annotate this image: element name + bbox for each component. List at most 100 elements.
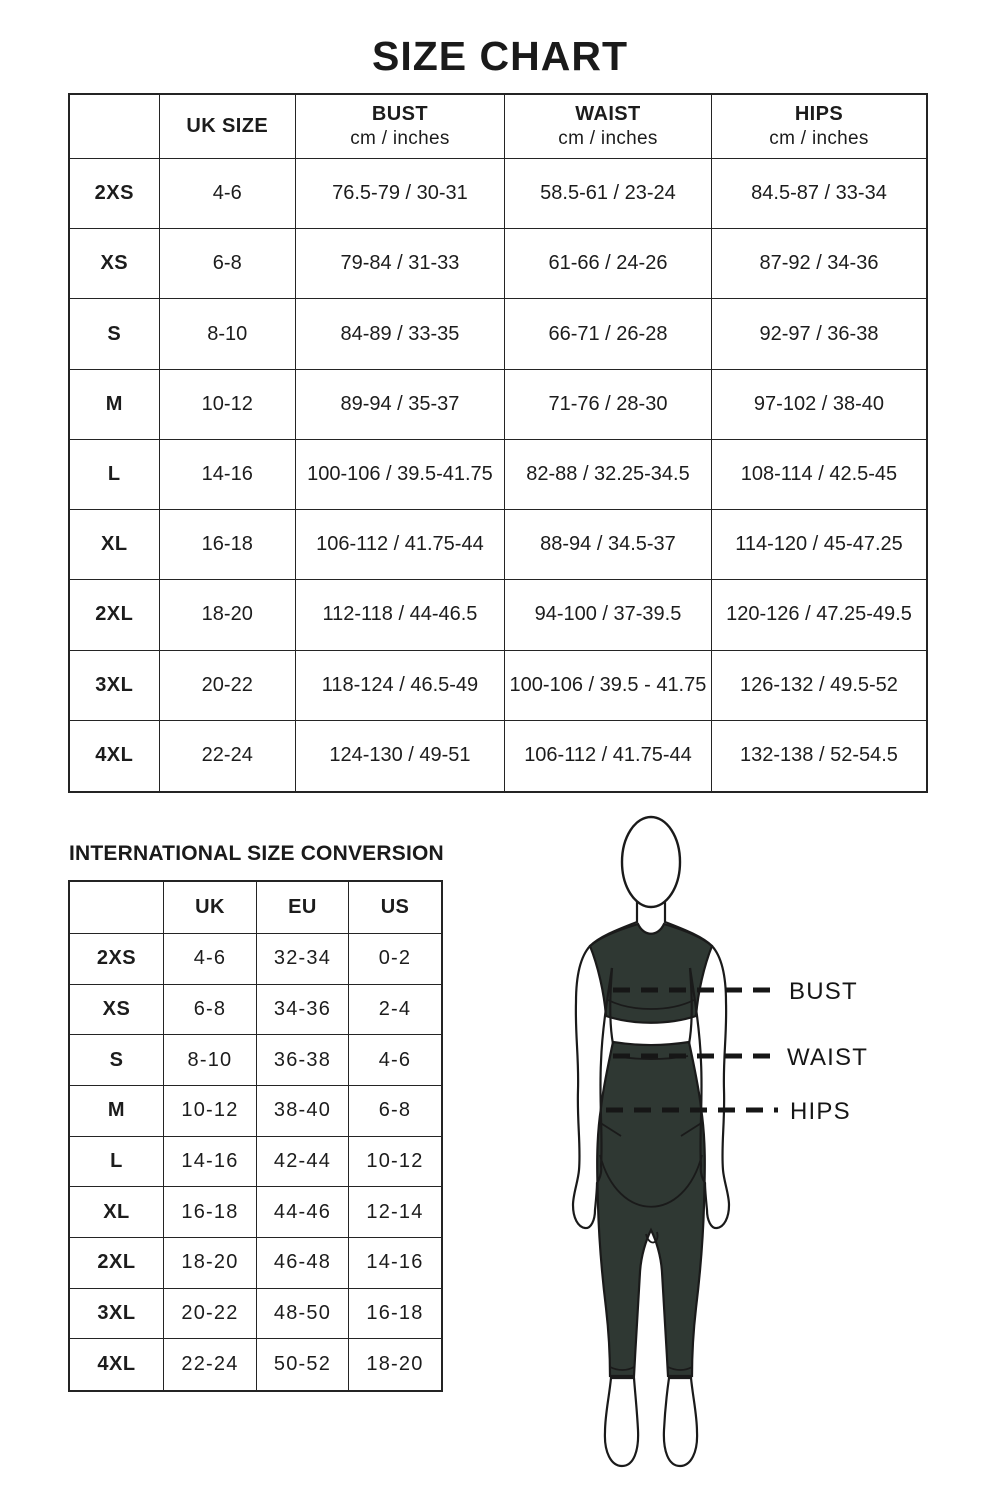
row-label: M	[70, 369, 160, 440]
foot-right	[662, 1376, 699, 1468]
table-cell: 46-48	[256, 1238, 349, 1289]
table-cell: 16-18	[348, 1289, 441, 1340]
table-cell: 84.5-87 / 33-34	[711, 159, 926, 230]
leggings-shape	[596, 1040, 706, 1378]
header-waist: WAIST cm / inches	[504, 95, 712, 159]
head-outline	[620, 815, 682, 909]
table-cell: 126-132 / 49.5-52	[711, 651, 926, 721]
row-label: 2XL	[70, 580, 160, 651]
table-cell: 82-88 / 32.25-34.5	[504, 439, 712, 511]
page-title: SIZE CHART	[372, 33, 628, 79]
body-outline-right	[663, 900, 731, 1230]
table-cell: 84-89 / 33-35	[295, 299, 505, 370]
table-cell: 4-6	[159, 159, 296, 230]
cuff-seam-right	[667, 1366, 693, 1371]
row-label: S	[70, 1035, 164, 1086]
table-cell: 124-130 / 49-51	[296, 720, 505, 791]
table-cell: 22-24	[160, 720, 296, 791]
table-cell: 89-94 / 35-37	[295, 369, 505, 440]
table-cell: 16-18	[159, 510, 296, 581]
table-cell: 10-12	[163, 1086, 257, 1137]
table-cell: 100-106 / 39.5-41.75	[295, 439, 505, 511]
header-waist-units: cm / inches	[558, 128, 658, 150]
pocket-seam-left	[598, 1121, 622, 1137]
cuff-seam-left	[609, 1366, 635, 1371]
table-cell: 18-20	[366, 1353, 424, 1376]
table-cell: 10-12	[348, 1137, 441, 1188]
header-waist-title: WAIST	[575, 103, 641, 126]
bust-label: BUST	[789, 978, 858, 1005]
table-cell: 12-14	[348, 1187, 441, 1238]
table-cell: 50-52	[257, 1339, 349, 1390]
row-label: XS	[70, 229, 160, 300]
table-cell: 8-10	[163, 1035, 257, 1086]
foot-left	[603, 1376, 640, 1468]
table-cell: 92-97 / 36-38	[711, 299, 926, 370]
table-cell: 34-36	[256, 984, 349, 1036]
table-cell: 32-34	[256, 934, 349, 985]
hips-label: HIPS	[790, 1098, 851, 1125]
torso-outline-right	[687, 967, 693, 1045]
crotch-seam	[645, 1231, 659, 1244]
row-label: M	[70, 1086, 164, 1137]
table-cell: 66-71 / 26-28	[504, 299, 712, 370]
table-cell: 132-138 / 52-54.5	[740, 744, 898, 767]
hip-yoke-seam	[599, 1154, 703, 1208]
row-label: 3XL	[70, 650, 160, 721]
table-cell: 6-8	[163, 984, 257, 1036]
waist-label: WAIST	[787, 1044, 868, 1071]
row-label: L	[70, 439, 160, 511]
table-cell: 42-44	[256, 1136, 349, 1188]
table-cell: 14-16	[163, 1136, 257, 1188]
torso-outline-left	[609, 967, 615, 1045]
table-cell: 87-92 / 34-36	[711, 229, 926, 300]
table-cell: 106-112 / 41.75-44	[505, 720, 712, 791]
row-label: XS	[70, 984, 164, 1036]
table-cell: 48-50	[256, 1288, 349, 1340]
size-chart-table: UK SIZE BUST cm / inches WAIST cm / inch…	[68, 93, 928, 793]
table-cell: 20-22	[159, 650, 296, 721]
table-cell: 94-100 / 37-39.5	[504, 580, 712, 651]
table-cell: 18-20	[159, 580, 296, 651]
header-eu: EU	[256, 882, 349, 934]
header-uk: UK	[163, 882, 257, 934]
header-hips-title: HIPS	[794, 103, 844, 126]
header-hips-units: cm / inches	[769, 128, 869, 150]
conversion-table: UK EU US 2XS 4-6 32-34 0-2 XS 6-8 34-36 …	[68, 880, 443, 1392]
table-cell: 8-10	[159, 299, 296, 370]
table-cell: 100-106 / 39.5 - 41.75	[504, 650, 712, 721]
row-label: 4XL	[70, 720, 160, 791]
row-label: XL	[70, 510, 160, 581]
table-cell: 20-22	[163, 1288, 257, 1340]
row-label: 2XL	[70, 1238, 164, 1289]
sports-bra-shape	[588, 922, 714, 1024]
pocket-seam-right	[680, 1121, 704, 1137]
table-cell: 14-16	[159, 439, 296, 511]
table-cell: 120-126 / 47.25-49.5	[711, 580, 926, 651]
table-cell: 4-6	[163, 934, 257, 985]
table-cell: 22-24	[164, 1339, 257, 1390]
table-cell: 71-76 / 28-30	[504, 369, 712, 440]
row-label: S	[70, 299, 160, 370]
table-cell: 114-120 / 45-47.25	[711, 510, 926, 581]
row-label: 2XS	[70, 159, 160, 230]
table-cell: 108-114 / 42.5-45	[711, 440, 926, 511]
table-cell: 88-94 / 34.5-37	[504, 510, 712, 581]
header-bust: BUST cm / inches	[295, 95, 505, 159]
row-label: L	[70, 1136, 164, 1188]
row-label: 3XL	[70, 1288, 164, 1340]
table-cell: 106-112 / 41.75-44	[295, 510, 505, 581]
table-cell: 79-84 / 31-33	[295, 229, 505, 300]
table-cell: 2-4	[348, 985, 441, 1036]
table-cell: 10-12	[159, 369, 296, 440]
table-cell: 44-46	[256, 1187, 349, 1238]
header-uk-size: UK SIZE	[159, 95, 296, 159]
header-bust-title: BUST	[371, 103, 428, 126]
table-cell: 14-16	[348, 1238, 441, 1289]
row-label: 2XS	[70, 934, 164, 985]
header-hips: HIPS cm / inches	[711, 95, 926, 159]
header-cell-empty	[70, 882, 164, 934]
header-us: US	[348, 882, 441, 934]
mannequin-figure: BUST WAIST HIPS	[571, 815, 868, 1468]
